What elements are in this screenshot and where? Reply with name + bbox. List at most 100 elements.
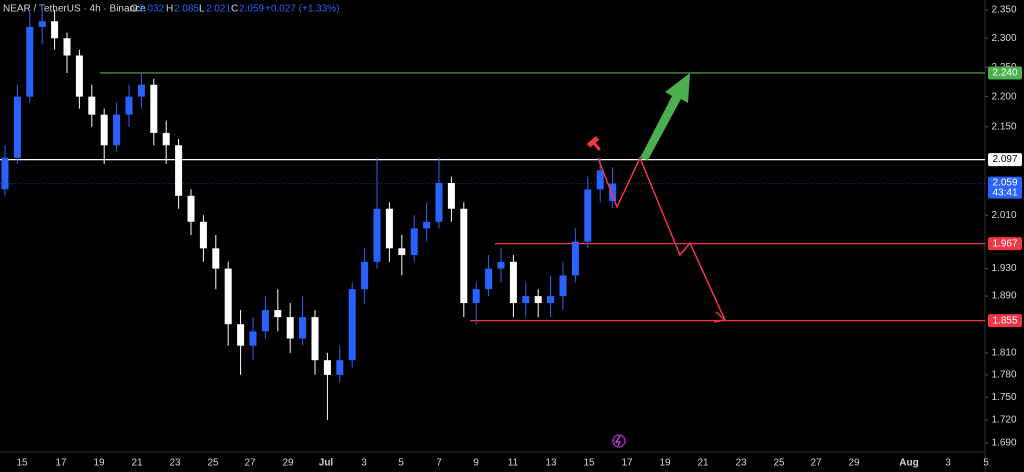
candle-body [299, 317, 307, 339]
y-tick-label: 2.010 [991, 210, 1016, 221]
candle-body [472, 289, 480, 304]
y-tick-label: 1.780 [991, 369, 1016, 380]
candle-body [26, 26, 34, 97]
x-tick-label: 23 [169, 458, 181, 469]
candle-body [361, 261, 369, 290]
candle-body [534, 296, 542, 304]
candle-body [485, 268, 493, 290]
candle-body [237, 324, 245, 346]
candle-body [596, 170, 604, 190]
candle-body [261, 310, 269, 332]
hammer-icon [586, 136, 601, 151]
candle-body [509, 261, 517, 304]
x-tick-label: 27 [810, 458, 822, 469]
x-tick-label: Aug [899, 458, 918, 469]
candle-body [51, 21, 59, 39]
price-label-box [988, 237, 1022, 251]
candle-body [522, 296, 530, 304]
plot [0, 4, 985, 420]
candle-body [423, 221, 431, 229]
candle-body [609, 183, 617, 201]
x-tick-label: 25 [207, 458, 219, 469]
ohlc-value: 2.021 [206, 4, 231, 15]
candle-body [212, 248, 220, 269]
candle-body [410, 228, 418, 256]
candle-body [311, 317, 319, 361]
symbol: NEAR / TetherUS · 4h · Binance [3, 4, 146, 15]
candle-body [398, 248, 406, 256]
x-tick-label: 15 [583, 458, 595, 469]
ohlc-label: O [130, 4, 138, 15]
price-label-box [988, 153, 1022, 167]
candle-body [460, 208, 468, 304]
projection-path [597, 156, 726, 321]
candle-body [63, 38, 71, 56]
price-label-box [988, 66, 1022, 80]
x-tick-label: Jul [319, 458, 334, 469]
target-arrow [640, 73, 690, 160]
price-label: 2.059 [992, 177, 1017, 188]
candle-body [547, 296, 555, 304]
candle-body [584, 189, 592, 242]
x-tick-label: 3 [945, 458, 951, 469]
x-tick-label: 3 [361, 458, 367, 469]
x-tick-label: 5 [398, 458, 404, 469]
candle-body [199, 221, 207, 249]
ohlc-value: 2.085 [174, 4, 199, 15]
candle-body [224, 268, 232, 325]
candle-body [323, 360, 331, 375]
x-tick-label: 29 [282, 458, 294, 469]
price-label: 2.097 [992, 154, 1017, 165]
candle-body [162, 132, 170, 146]
x-tick-label: 11 [508, 458, 519, 469]
candle-body [497, 261, 505, 269]
candle-body [137, 84, 145, 97]
countdown: 43:41 [992, 187, 1017, 198]
candle-body [274, 310, 282, 318]
y-tick-label: 1.930 [991, 263, 1016, 274]
price-label-box [988, 176, 1022, 199]
candle-body [373, 208, 381, 262]
candle-body [13, 96, 21, 158]
y-tick-label: 2.350 [991, 5, 1016, 16]
candle-body [100, 114, 108, 146]
x-tick-label: 19 [93, 458, 105, 469]
y-tick-label: 2.200 [991, 91, 1016, 102]
candle-body [113, 114, 121, 146]
candle-body [75, 55, 83, 97]
candle-body [336, 360, 344, 375]
candle-body [348, 289, 356, 361]
ohlc-value: 2.032 [139, 4, 164, 15]
x-tick-label: 15 [16, 458, 28, 469]
y-tick-label: 1.690 [991, 438, 1016, 449]
y-tick-label: 1.890 [991, 291, 1016, 302]
price-label: 1.855 [992, 315, 1017, 326]
y-tick-label: 2.150 [991, 121, 1016, 132]
x-tick-label: 5 [983, 458, 989, 469]
candle-body [447, 182, 455, 209]
x-tick-label: 27 [244, 458, 256, 469]
candle-body [286, 317, 294, 339]
candle-body [150, 84, 158, 133]
ohlc-label: H [166, 4, 173, 15]
x-tick-label: 17 [55, 458, 67, 469]
candle-body [385, 208, 393, 249]
candle-body [571, 241, 579, 276]
x-tick-label: 19 [659, 458, 671, 469]
candle-body [187, 195, 195, 222]
x-tick-label: 29 [848, 458, 860, 469]
x-tick-label: 25 [773, 458, 785, 469]
change: +0.027 (+1.33%) [265, 4, 340, 15]
price-label: 2.240 [992, 68, 1017, 79]
candle-body [249, 331, 257, 346]
price-label: 1.967 [992, 238, 1017, 249]
price-label-box [988, 314, 1022, 328]
y-tick-label: 1.810 [991, 348, 1016, 359]
x-tick-label: 21 [131, 458, 143, 469]
ohlc-label: C [231, 4, 238, 15]
candle-body [1, 157, 9, 190]
event-icon [614, 435, 621, 447]
x-tick-label: 17 [621, 458, 633, 469]
